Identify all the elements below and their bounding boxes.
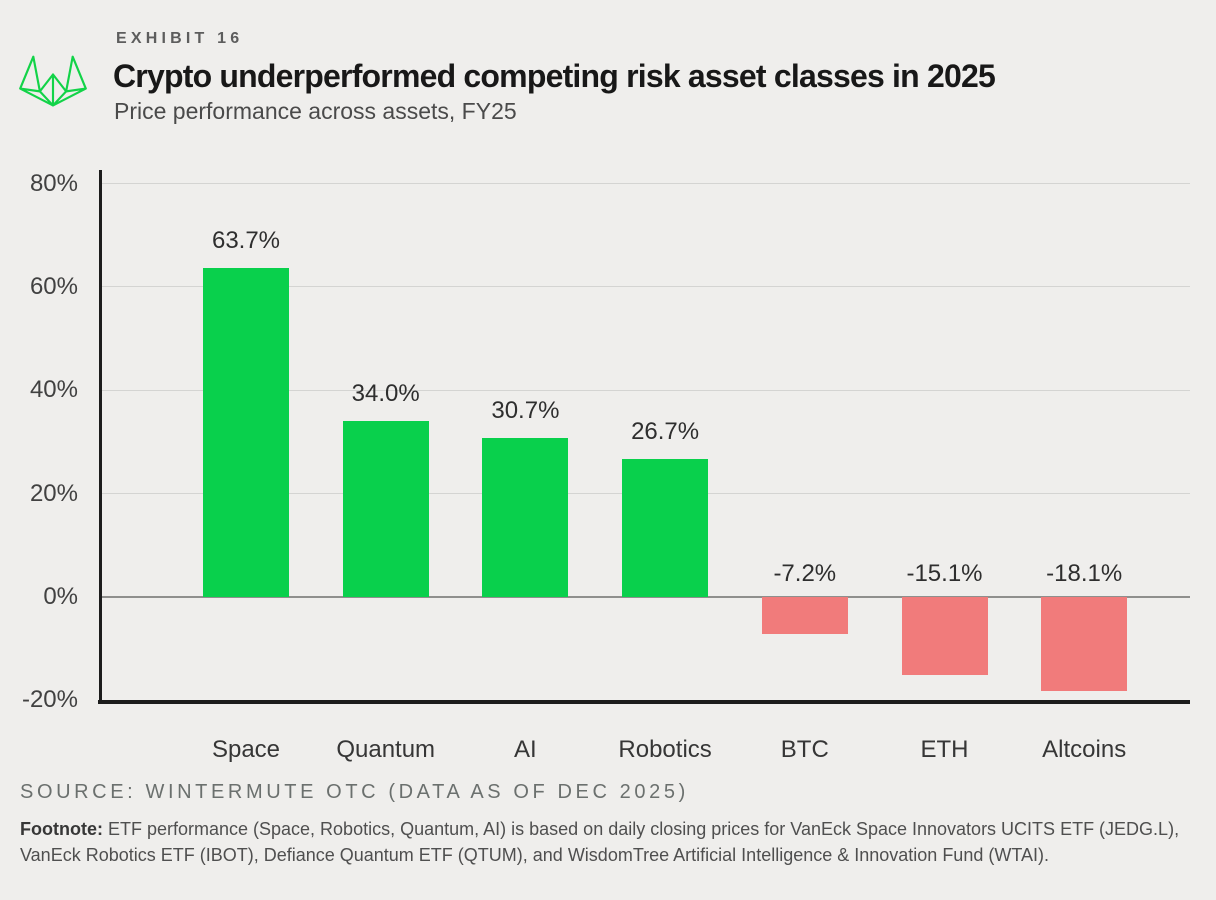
gridline-0: [100, 596, 1190, 598]
bar-ai: [482, 438, 569, 597]
page-subtitle: Price performance across assets, FY25: [114, 98, 517, 124]
ytick-label-0: 0%: [43, 583, 78, 610]
bar-altcoins: [1041, 597, 1128, 691]
ytick-label-80: 80%: [29, 169, 78, 197]
bar-eth: [901, 597, 988, 676]
xtick-label-btc: BTC: [780, 736, 829, 763]
value-label-quantum: 34.0%: [351, 380, 420, 408]
xtick-label-eth: ETH: [920, 736, 969, 763]
value-label-altcoins: -18.1%: [1046, 560, 1123, 587]
source-line: SOURCE: WINTERMUTE OTC (DATA AS OF DEC 2…: [20, 781, 689, 803]
xtick-label-quantum: Quantum: [336, 736, 436, 763]
xtick-label-robotics: Robotics: [618, 736, 712, 763]
wintermute-logo: [17, 52, 89, 112]
gridline-40: [100, 389, 1190, 391]
bar-space: [203, 267, 289, 597]
bar-robotics: [622, 459, 709, 597]
gridline-60: [100, 286, 1190, 288]
value-label-robotics: 26.7%: [631, 418, 700, 446]
footnote: Footnote: ETF performance (Space, Roboti…: [20, 817, 1200, 868]
ytick-label-60: 60%: [29, 272, 78, 300]
x-axis-spine: [98, 700, 1190, 705]
gridline-80: [100, 183, 1190, 185]
footnote-text: ETF performance (Space, Robotics, Quantu…: [20, 819, 1180, 865]
ytick-label--20: -20%: [21, 686, 78, 714]
page-title: Crypto underperformed competing risk ass…: [113, 58, 996, 94]
value-label-eth: -15.1%: [906, 560, 983, 587]
xtick-label-altcoins: Altcoins: [1042, 736, 1127, 763]
value-label-space: 63.7%: [211, 226, 281, 254]
value-label-ai: 30.7%: [491, 397, 560, 425]
exhibit-label: EXHIBIT 16: [116, 30, 244, 47]
xtick-label-ai: AI: [514, 736, 537, 763]
bar-quantum: [342, 421, 429, 597]
ytick-label-40: 40%: [29, 376, 78, 404]
ytick-label-20: 20%: [29, 479, 78, 507]
footnote-label: Footnote:: [20, 819, 103, 839]
value-label-btc: -7.2%: [773, 560, 837, 587]
wintermute-logo-icon: [19, 55, 87, 107]
bar-btc: [761, 597, 848, 635]
xtick-label-space: Space: [211, 736, 281, 763]
y-axis-spine: [99, 170, 102, 705]
